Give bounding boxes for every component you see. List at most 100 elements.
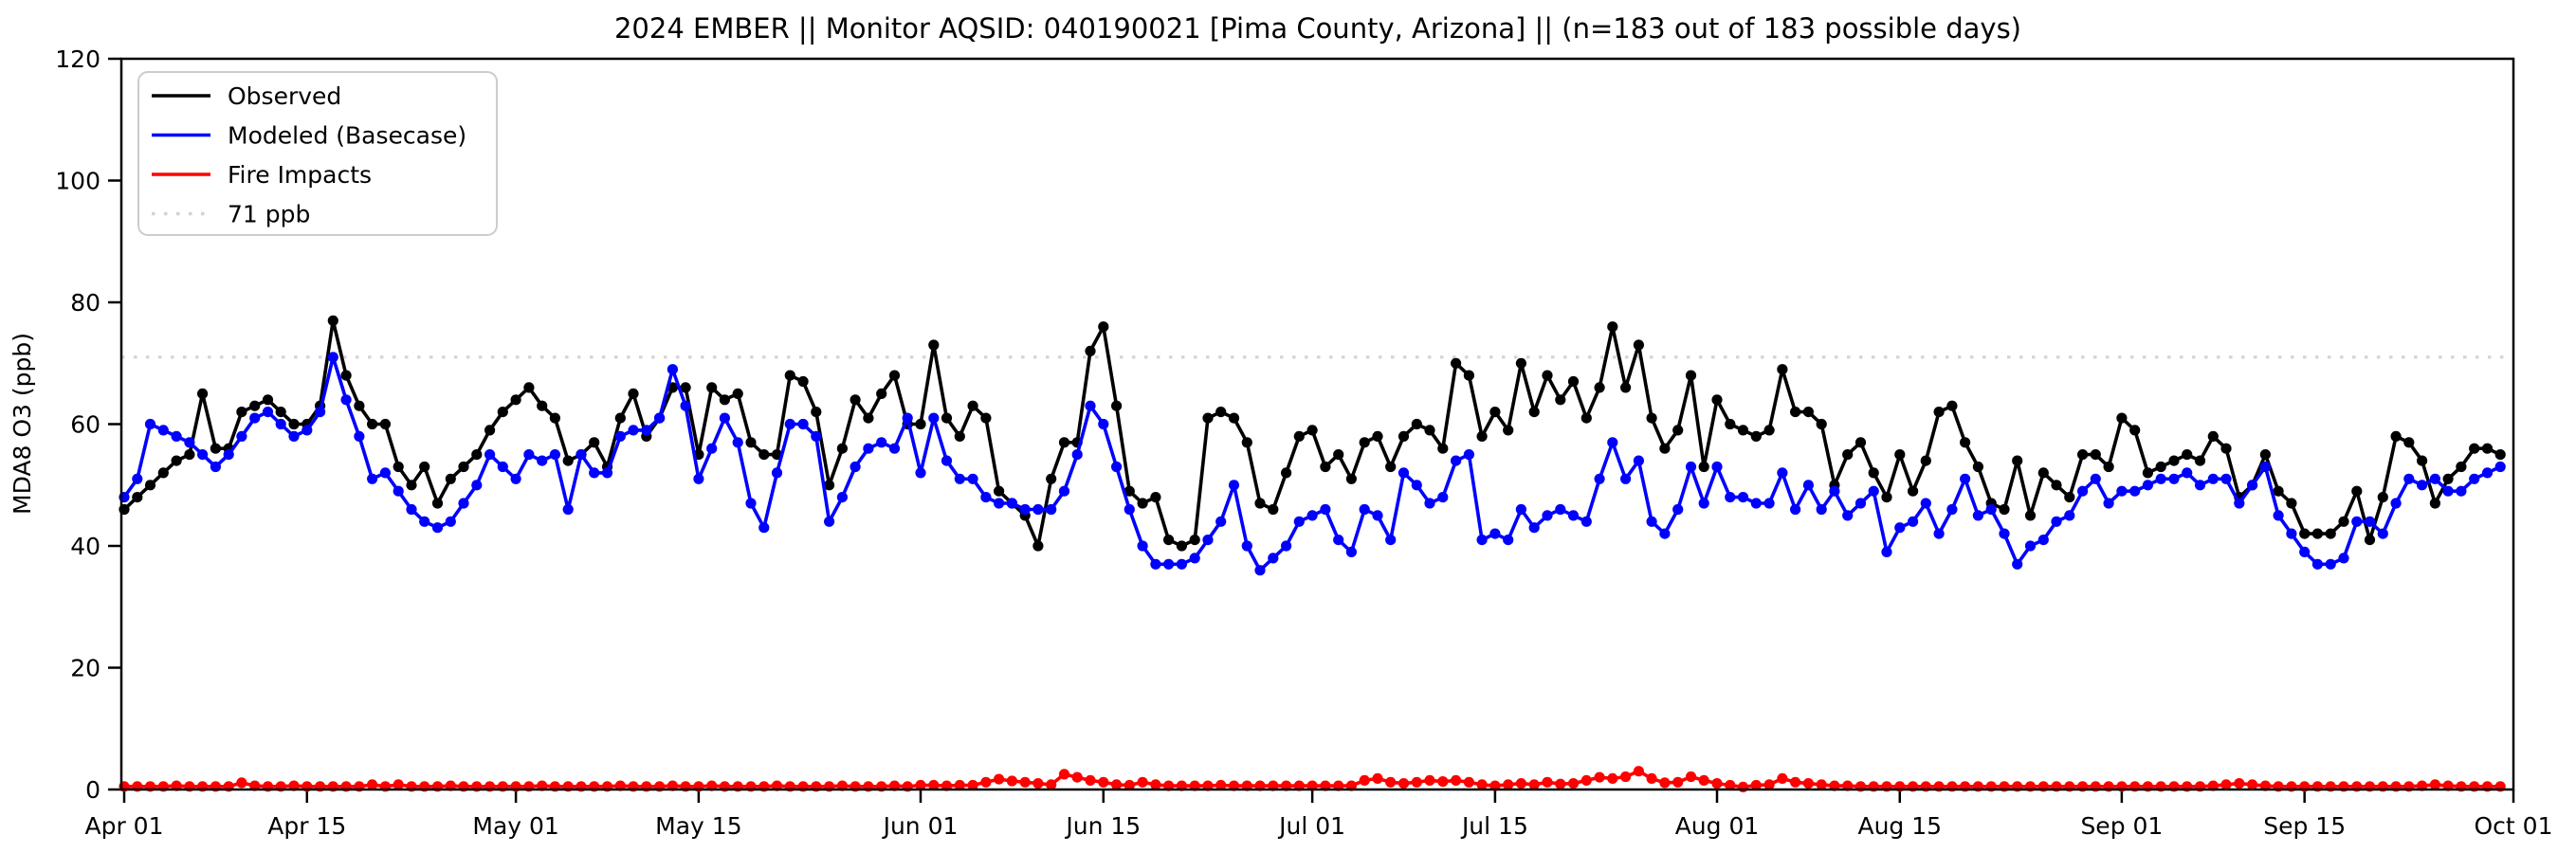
modeled-basecase-point: [836, 492, 849, 503]
observed-point: [445, 473, 456, 484]
observed-point: [1359, 437, 1370, 448]
observed-point: [1711, 394, 1723, 406]
modeled-basecase-point: [197, 449, 209, 461]
observed-point: [1437, 443, 1449, 454]
x-axis-tick-label: Jul 01: [1277, 812, 1345, 840]
observed-point: [2051, 480, 2062, 491]
fire-impacts-point: [393, 779, 404, 790]
chart-title: 2024 EMBER || Monitor AQSID: 040190021 […: [614, 12, 2021, 45]
modeled-basecase-point: [2456, 485, 2467, 497]
modeled-basecase-point: [2116, 485, 2128, 497]
modeled-basecase-point: [2012, 558, 2023, 570]
modeled-basecase-point: [367, 473, 378, 484]
observed-point: [1672, 425, 1684, 436]
observed-point: [1894, 449, 1906, 461]
observed-point: [419, 461, 430, 473]
observed-point: [2403, 437, 2415, 448]
modeled-basecase-point: [249, 412, 261, 424]
fire-impacts-point: [1137, 776, 1148, 788]
observed-point: [249, 400, 261, 411]
modeled-basecase-point: [994, 498, 1005, 509]
observed-point: [1802, 407, 1814, 418]
y-axis-tick-label: 0: [85, 776, 100, 804]
modeled-basecase-point: [340, 394, 352, 406]
modeled-basecase-point: [1268, 553, 1279, 564]
observed-point: [915, 418, 926, 430]
y-axis-tick-label: 40: [70, 533, 100, 560]
modeled-basecase-point: [2417, 480, 2428, 491]
fire-impacts-point: [1503, 779, 1514, 790]
observed-point: [1503, 425, 1514, 436]
modeled-basecase-point: [2024, 540, 2037, 552]
modeled-basecase-point: [680, 400, 691, 411]
observed-point: [1489, 407, 1501, 418]
observed-point: [1451, 357, 1462, 369]
observed-point: [2481, 443, 2494, 454]
observed-point: [1881, 492, 1892, 503]
observed-point: [1463, 370, 1474, 381]
modeled-basecase-point: [2377, 528, 2388, 539]
modeled-basecase-point: [132, 473, 143, 484]
modeled-basecase-point: [2338, 553, 2349, 564]
modeled-basecase-point: [2469, 473, 2480, 484]
observed-point: [1777, 364, 1788, 375]
observed-point: [758, 449, 770, 461]
fire-impacts-point: [1032, 778, 1044, 789]
observed-point: [1372, 430, 1383, 442]
observed-point: [2338, 516, 2349, 527]
modeled-basecase-point: [2155, 473, 2166, 484]
fire-impacts-point: [928, 779, 940, 791]
modeled-basecase-point: [1881, 546, 1892, 558]
observed-point: [811, 407, 822, 418]
modeled-basecase-point: [954, 473, 965, 484]
x-axis-tick-label: May 01: [472, 812, 558, 840]
modeled-basecase-point: [1046, 503, 1057, 516]
observed-point: [1046, 473, 1057, 484]
observed-point: [537, 400, 548, 411]
fire-impacts-point: [1802, 778, 1814, 789]
modeled-basecase-point: [732, 437, 743, 448]
modeled-basecase-point: [1711, 461, 1723, 473]
modeled-basecase-point: [1737, 492, 1749, 503]
y-axis-tick-label: 100: [55, 168, 100, 195]
observed-point: [2259, 449, 2271, 461]
fire-impacts-point: [1476, 779, 1488, 790]
modeled-basecase-point: [824, 516, 835, 527]
modeled-basecase-point: [967, 473, 978, 484]
observed-point: [1411, 418, 1422, 430]
fire-impacts-point: [1594, 771, 1605, 783]
observed-point: [824, 480, 835, 491]
observed-point: [1515, 357, 1526, 369]
plot-area: 0 20 40 60 80 100 120 Apr 01 Apr 15 May 01 May 15 J…: [55, 45, 2552, 840]
fire-impacts-point: [1542, 776, 1553, 788]
fire-impacts-point: [1646, 772, 1657, 785]
modeled-basecase-point: [562, 503, 574, 516]
y-axis-tick-label: 80: [70, 289, 100, 317]
modeled-basecase-point: [2234, 498, 2245, 509]
observed-point: [928, 339, 940, 351]
observed-point: [1228, 412, 1240, 424]
observed-point: [1790, 407, 1801, 418]
modeled-basecase-point: [1868, 485, 1879, 497]
y-axis-tick-label: 120: [55, 45, 100, 73]
observed-point: [132, 492, 143, 503]
modeled-basecase-point: [2429, 473, 2440, 484]
modeled-basecase-point: [2351, 516, 2363, 527]
observed-point: [379, 418, 391, 430]
observed-point: [1920, 455, 1931, 466]
y-axis-tick-label: 20: [70, 655, 100, 682]
observed-point: [1816, 418, 1827, 430]
modeled-basecase-point: [406, 503, 417, 516]
observed-point: [144, 480, 156, 491]
fire-impacts-point: [994, 773, 1005, 785]
modeled-basecase-point: [1567, 510, 1580, 521]
modeled-basecase-point: [1281, 540, 1292, 552]
fire-impacts-point: [1528, 779, 1540, 790]
observed-point: [2286, 498, 2297, 509]
observed-point: [210, 443, 221, 454]
modeled-basecase-point: [1215, 516, 1227, 527]
modeled-basecase-point: [1633, 455, 1644, 466]
y-axis-tick-label: 60: [70, 411, 100, 439]
observed-point: [2390, 430, 2402, 442]
modeled-basecase-point: [1528, 522, 1540, 534]
